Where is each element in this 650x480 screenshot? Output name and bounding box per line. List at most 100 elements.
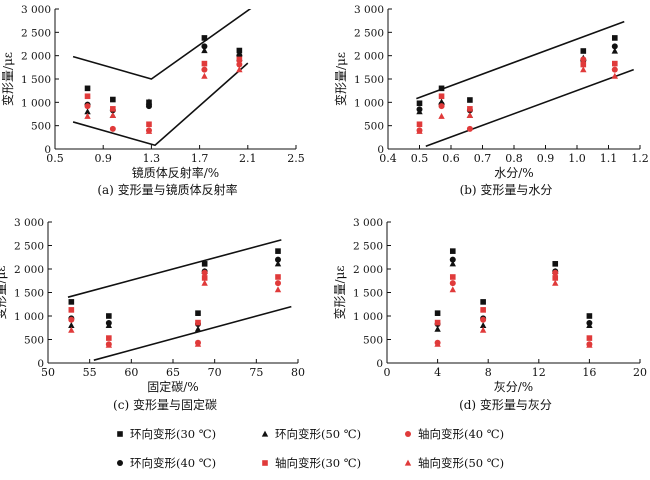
- y-tick-label: 0: [44, 144, 51, 156]
- data-point-axial50: [586, 341, 593, 348]
- y-tick-label: 2 500: [354, 27, 384, 39]
- x-tick-label: 50: [41, 366, 55, 379]
- data-point-axial30: [275, 274, 281, 280]
- data-point-axial30: [236, 56, 243, 63]
- x-tick-label: 0.5: [411, 152, 429, 165]
- data-point-hoop30: [586, 313, 593, 319]
- y-tick-label: 1 000: [14, 311, 44, 323]
- y-tick-label: 3 000: [353, 217, 383, 229]
- y-tick-label: 3 000: [354, 4, 384, 16]
- x-tick-label: 70: [208, 366, 222, 379]
- data-point-axial50: [580, 66, 587, 73]
- legend-item-hoop40: 环向变形(40 ℃): [117, 456, 216, 470]
- y-tick-label: 1 000: [353, 311, 383, 323]
- data-point-hoop30: [552, 261, 559, 267]
- data-point-axial50: [109, 112, 117, 118]
- data-point-hoop30: [195, 310, 201, 316]
- x-tick-label: 65: [166, 366, 180, 379]
- data-point-axial40: [201, 66, 208, 73]
- data-point-hoop50: [434, 325, 441, 332]
- bound-lines: [72, 9, 252, 147]
- y-axis-label: 变形量/με: [0, 265, 8, 319]
- data-point-hoop30: [236, 47, 243, 54]
- data-point-hoop50: [449, 260, 456, 267]
- x-tick-label: 4: [434, 366, 441, 379]
- data-point-hoop40: [611, 43, 618, 50]
- data-point-axial50: [449, 286, 456, 293]
- data-point-hoop30: [612, 35, 618, 41]
- data-point-axial50: [145, 127, 153, 134]
- data-point-axial30: [580, 61, 587, 68]
- y-tick-label: 2 000: [354, 51, 384, 63]
- legend-item-hoop30: 环向变形(30 ℃): [117, 427, 216, 441]
- data-point-axial30: [195, 319, 201, 326]
- data-point-axial50: [194, 340, 202, 347]
- chart-panel-a: 0.5 0.9 1.3 1.7 2.1 2.5 0 500 1 000 1 500 2 000 2 5…: [0, 4, 305, 197]
- x-tick-label: 55: [83, 366, 97, 379]
- data-point-axial40: [449, 280, 456, 287]
- data-point-axial50: [274, 286, 282, 293]
- x-axis-label: 水分/%: [494, 166, 533, 180]
- y-tick-label: 500: [364, 121, 384, 133]
- y-tick-label: 500: [363, 335, 383, 347]
- data-point-axial40: [611, 66, 618, 73]
- data-point-hoop40: [275, 256, 281, 263]
- x-tick-label: 2.5: [287, 152, 305, 165]
- chart-panel-b: 0.4 0.5 0.6 0.7 0.8 0.9 1.0 1.1 1.2 0 500 1 000 1 50…: [333, 4, 649, 197]
- data-point-axial40: [466, 125, 473, 132]
- legend-label: 环向变形(50 ℃): [275, 427, 361, 441]
- data-point-hoop40: [145, 103, 152, 110]
- data-point-axial30: [146, 121, 152, 128]
- data-point-axial50: [105, 341, 113, 348]
- chart-panel-d: 0 4 8 12 16 20 0 500 1 000 1 500 2 000 2 500 3 000 灰分…: [332, 217, 647, 412]
- data-point-hoop30: [201, 35, 208, 41]
- x-axis-label: 灰分/%: [494, 380, 533, 394]
- data-point-axial40: [275, 280, 281, 287]
- data-point-axial40: [580, 56, 587, 63]
- data-point-axial30: [480, 307, 486, 313]
- bound-line: [67, 239, 282, 298]
- y-tick-label: 0: [377, 144, 384, 156]
- data-point-axial40: [236, 61, 243, 68]
- data-point-hoop50: [105, 322, 113, 328]
- data-point-axial50: [201, 72, 208, 79]
- legend-item-axial30: 轴向变形(30 ℃): [262, 456, 361, 470]
- data-point-hoop50: [84, 108, 91, 115]
- x-tick-label: 0: [384, 366, 391, 379]
- data-point-axial50: [552, 279, 559, 286]
- x-tick-label: 0.6: [442, 152, 460, 165]
- data-point-axial30: [416, 121, 423, 128]
- data-point-hoop30: [449, 248, 456, 254]
- x-tick-label: 1.2: [631, 152, 649, 165]
- data-point-axial30: [201, 275, 208, 281]
- y-tick-label: 2 000: [353, 264, 383, 276]
- data-point-hoop40: [449, 256, 456, 263]
- x-tick-label: 12: [532, 366, 546, 379]
- y-tick-label: 500: [31, 121, 51, 133]
- data-point-hoop30: [201, 261, 208, 267]
- data-point-axial30: [201, 60, 208, 67]
- data-point-hoop30: [467, 97, 473, 103]
- data-point-hoop50: [145, 98, 153, 105]
- data-point-axial50: [416, 127, 423, 134]
- legend-item-axial50: 轴向变形(50 ℃): [404, 456, 504, 470]
- y-tick-label: 500: [24, 335, 44, 347]
- panel-caption: (d) 变形量与灰分: [459, 397, 552, 412]
- legend-label: 轴向变形(30 ℃): [275, 456, 361, 470]
- data-point-axial30: [586, 335, 593, 341]
- x-tick-label: 16: [582, 366, 596, 379]
- panel-caption: (c) 变形量与固定碳: [113, 397, 217, 412]
- y-tick-label: 2 000: [21, 51, 51, 63]
- x-tick-label: 1.3: [143, 152, 161, 165]
- chart-panel-c: 50 55 60 65 70 75 80 0 500 1 000 1 500 2 000 2 500 3 …: [0, 217, 305, 412]
- data-point-axial30: [449, 274, 456, 280]
- y-tick-label: 1 500: [21, 74, 51, 86]
- x-tick-label: 60: [124, 366, 138, 379]
- legend-label: 轴向变形(50 ℃): [418, 456, 504, 470]
- data-point-hoop50: [68, 322, 75, 328]
- data-point-hoop30: [434, 310, 441, 316]
- y-tick-label: 2 500: [14, 241, 44, 253]
- data-point-axial40: [84, 103, 91, 110]
- bound-line: [72, 62, 249, 147]
- data-point-hoop50: [611, 47, 618, 54]
